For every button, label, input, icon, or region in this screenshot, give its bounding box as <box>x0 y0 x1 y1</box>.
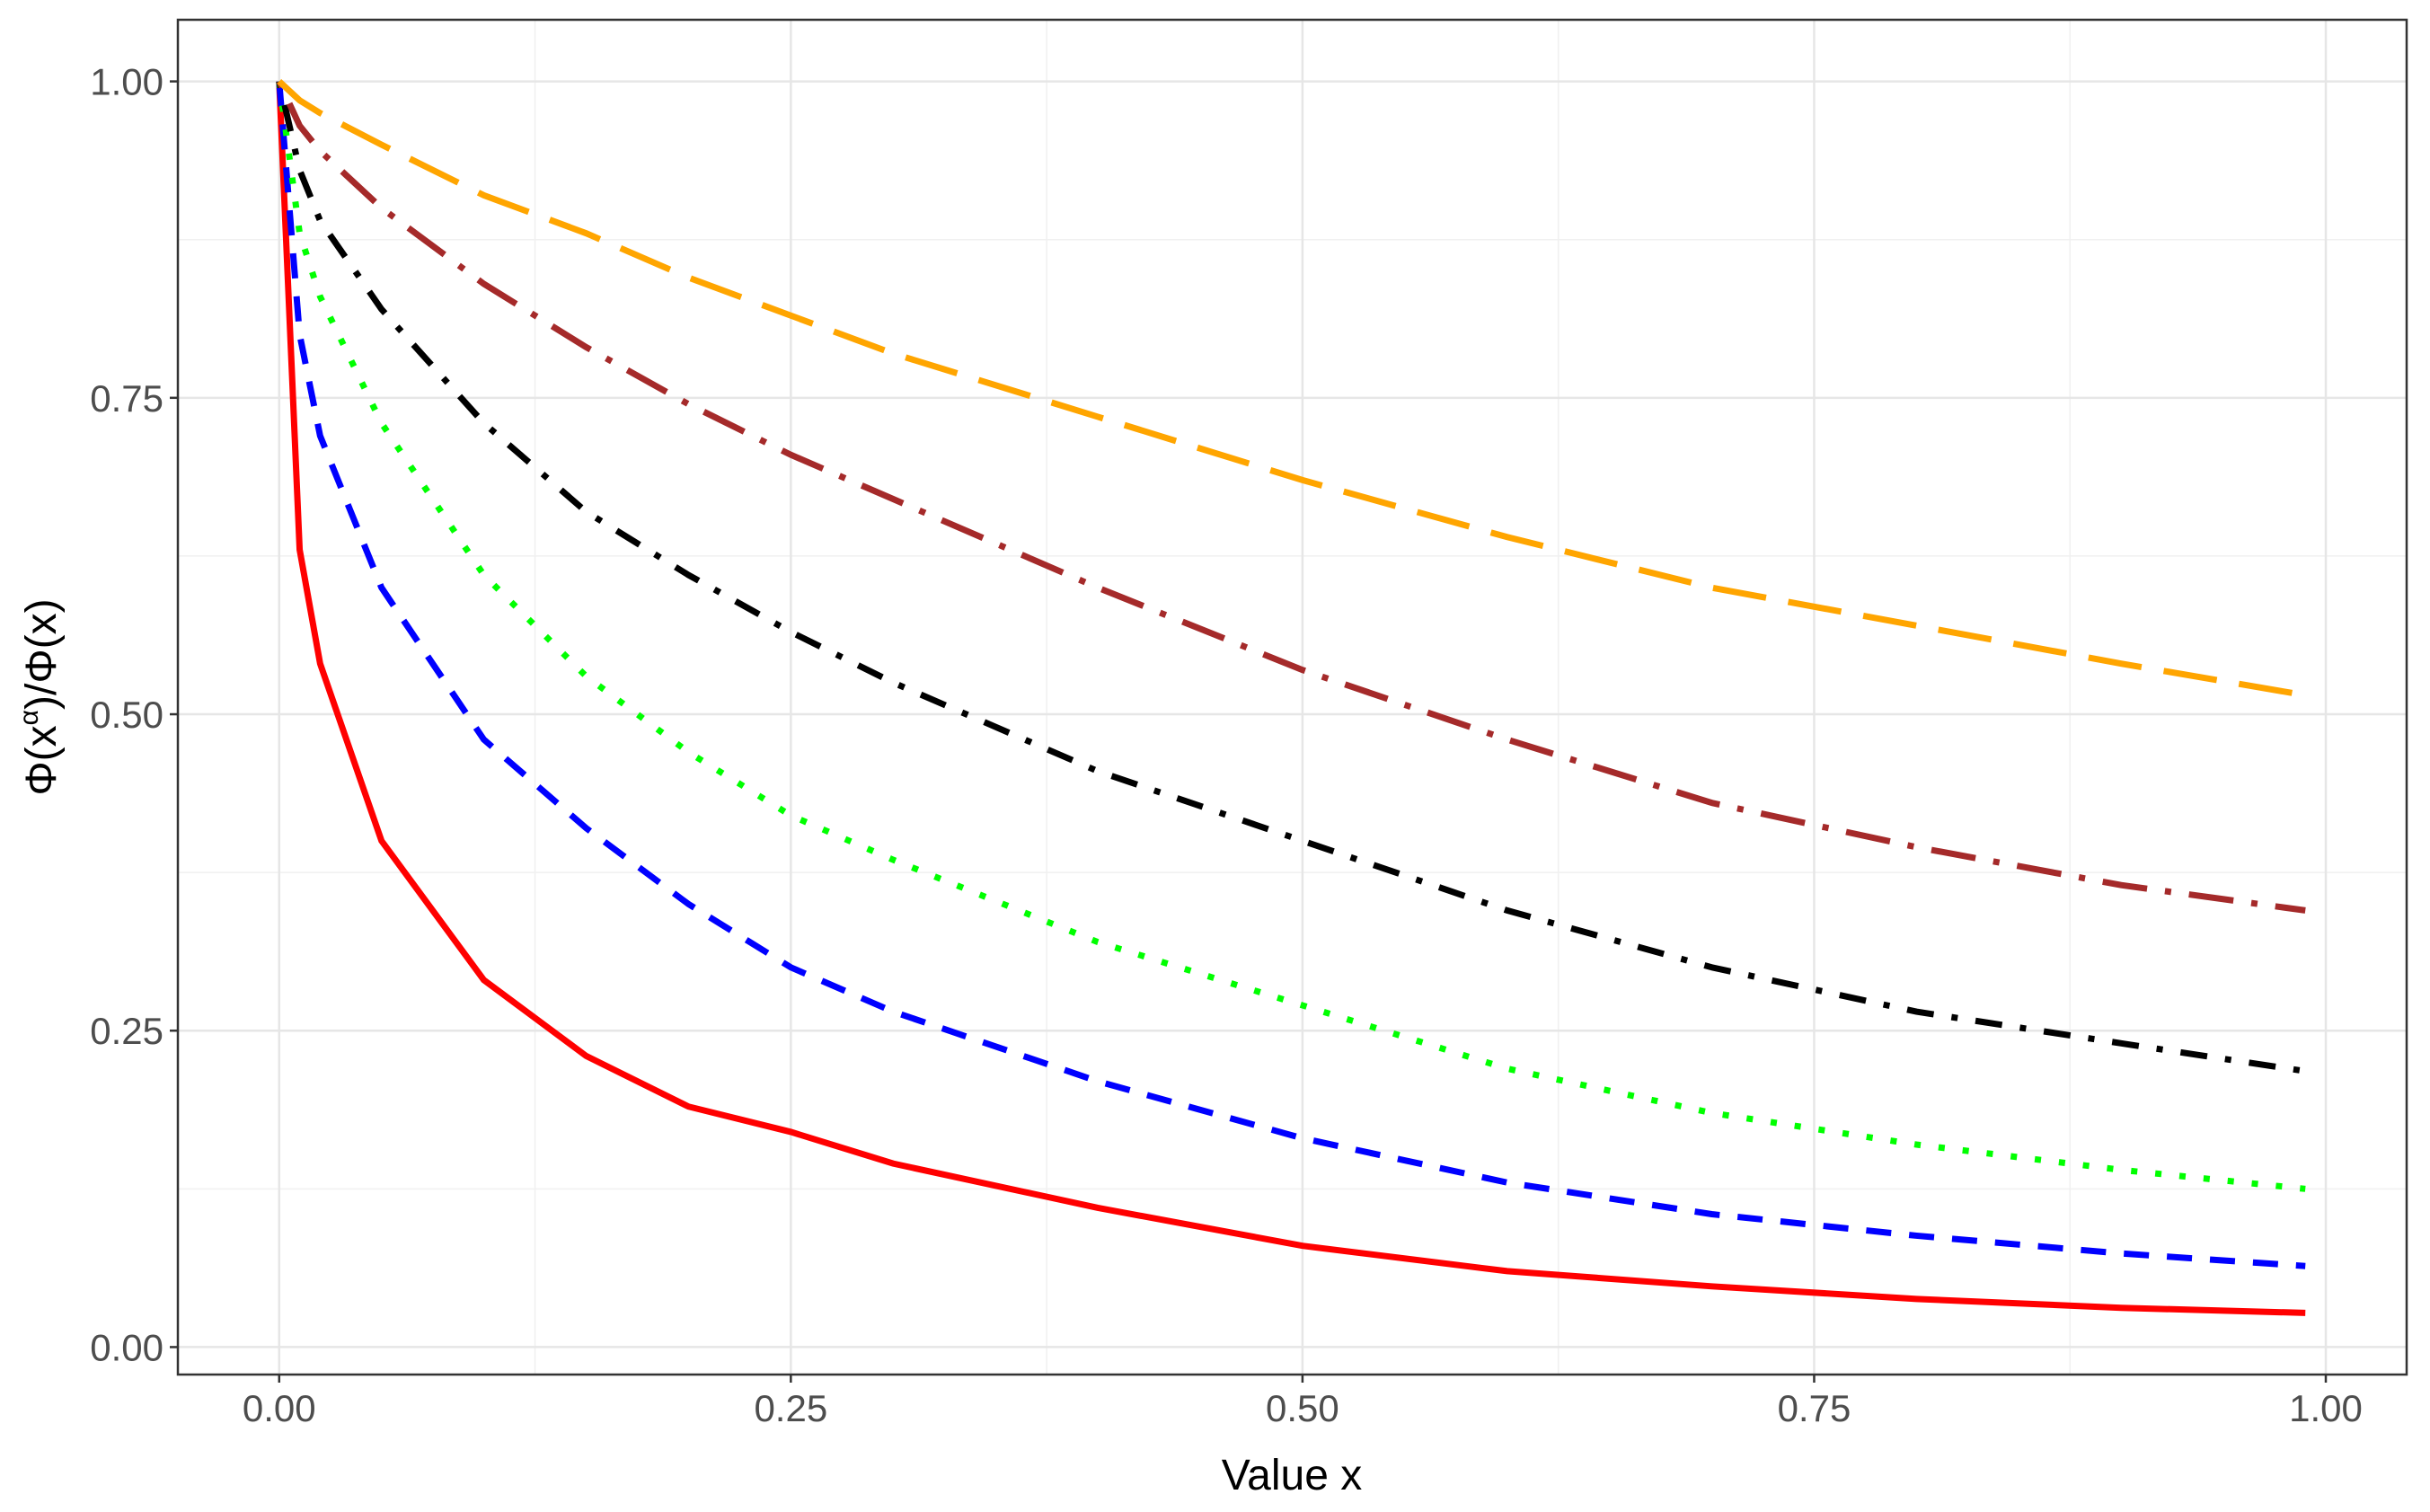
y-axis-title-part: )/Φ(x) <box>18 598 66 710</box>
y-axis-title: Φ(xα)/Φ(x) <box>14 598 66 795</box>
y-tick-label: 1.00 <box>90 61 163 103</box>
panel-border <box>176 18 2408 1376</box>
series-line <box>276 81 2306 1269</box>
grid <box>178 20 2407 1375</box>
x-axis-title: Value x <box>1222 1452 1363 1499</box>
x-tick-label: 0.50 <box>1266 1387 1339 1429</box>
x-tick-label: 0.25 <box>754 1387 827 1429</box>
x-tick-label: 1.00 <box>2289 1387 2363 1429</box>
series-line <box>276 81 2306 1316</box>
series-line <box>276 80 2306 1074</box>
x-tick-label: 0.00 <box>243 1387 316 1429</box>
y-tick-label: 0.50 <box>90 694 163 736</box>
x-tick-label: 0.75 <box>1778 1387 1851 1429</box>
y-axis-title-part: Φ(x <box>18 725 66 795</box>
y-tick-label: 0.75 <box>90 377 163 420</box>
y-tick-label: 0.00 <box>90 1326 163 1368</box>
series-line <box>276 80 2306 914</box>
y-tick-label: 0.25 <box>90 1010 163 1052</box>
series-line <box>277 79 2306 699</box>
lines <box>276 79 2306 1316</box>
y-axis-title-superscript: α <box>14 710 44 725</box>
